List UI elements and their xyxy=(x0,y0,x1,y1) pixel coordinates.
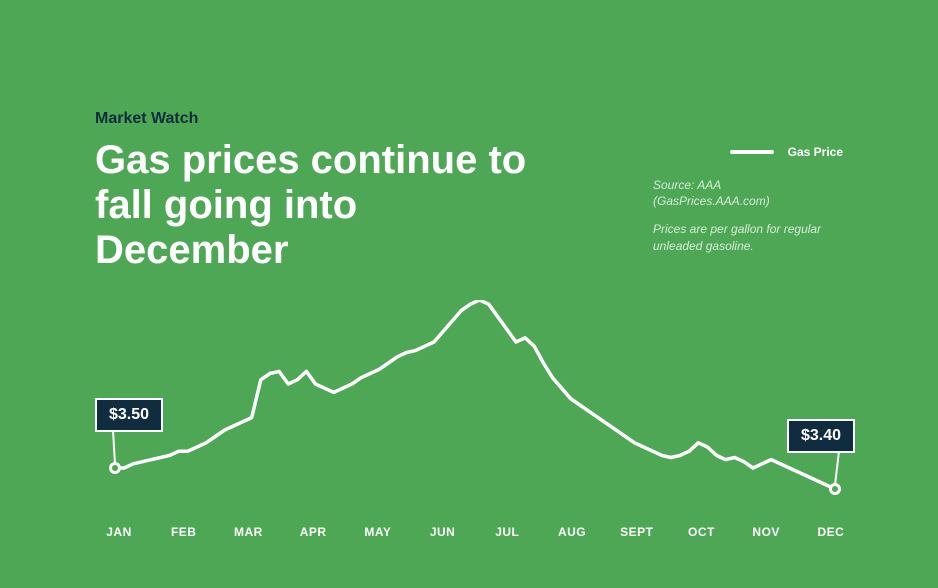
legend-swatch xyxy=(730,150,774,154)
legend-block: Gas Price Source: AAA (GasPrices.AAA.com… xyxy=(653,145,843,255)
x-tick: DEC xyxy=(807,525,855,539)
source-label: Source: xyxy=(653,178,694,192)
x-tick: NOV xyxy=(742,525,790,539)
headline: Gas prices continue to fall going into D… xyxy=(95,138,535,272)
x-tick: FEB xyxy=(160,525,208,539)
x-tick: AUG xyxy=(548,525,596,539)
x-tick: JUL xyxy=(483,525,531,539)
price-callout: $3.40 xyxy=(787,419,855,453)
price-line xyxy=(115,300,835,489)
x-tick: MAY xyxy=(354,525,402,539)
x-tick: APR xyxy=(289,525,337,539)
x-tick: JAN xyxy=(95,525,143,539)
x-tick: JUN xyxy=(419,525,467,539)
endpoint-marker xyxy=(829,483,841,495)
x-tick: MAR xyxy=(224,525,272,539)
chart-area: $3.50 $3.40 xyxy=(95,300,855,540)
source-name: AAA xyxy=(697,178,721,192)
price-callout: $3.50 xyxy=(95,398,163,432)
endpoint-marker xyxy=(109,462,121,474)
x-axis: JAN FEB MAR APR MAY JUN JUL AUG SEPT OCT NOV DEC xyxy=(95,525,855,539)
kicker: Market Watch xyxy=(95,110,535,128)
x-tick: OCT xyxy=(677,525,725,539)
callout-leader xyxy=(835,451,839,485)
line-chart xyxy=(95,300,855,540)
source-line: Source: AAA (GasPrices.AAA.com) xyxy=(653,177,843,209)
callout-leader xyxy=(113,430,115,464)
legend-label: Gas Price xyxy=(788,145,843,159)
legend-row: Gas Price xyxy=(653,145,843,159)
source-note: Prices are per gallon for regular unlead… xyxy=(653,221,843,255)
x-tick: SEPT xyxy=(613,525,661,539)
source-detail: (GasPrices.AAA.com) xyxy=(653,194,770,208)
